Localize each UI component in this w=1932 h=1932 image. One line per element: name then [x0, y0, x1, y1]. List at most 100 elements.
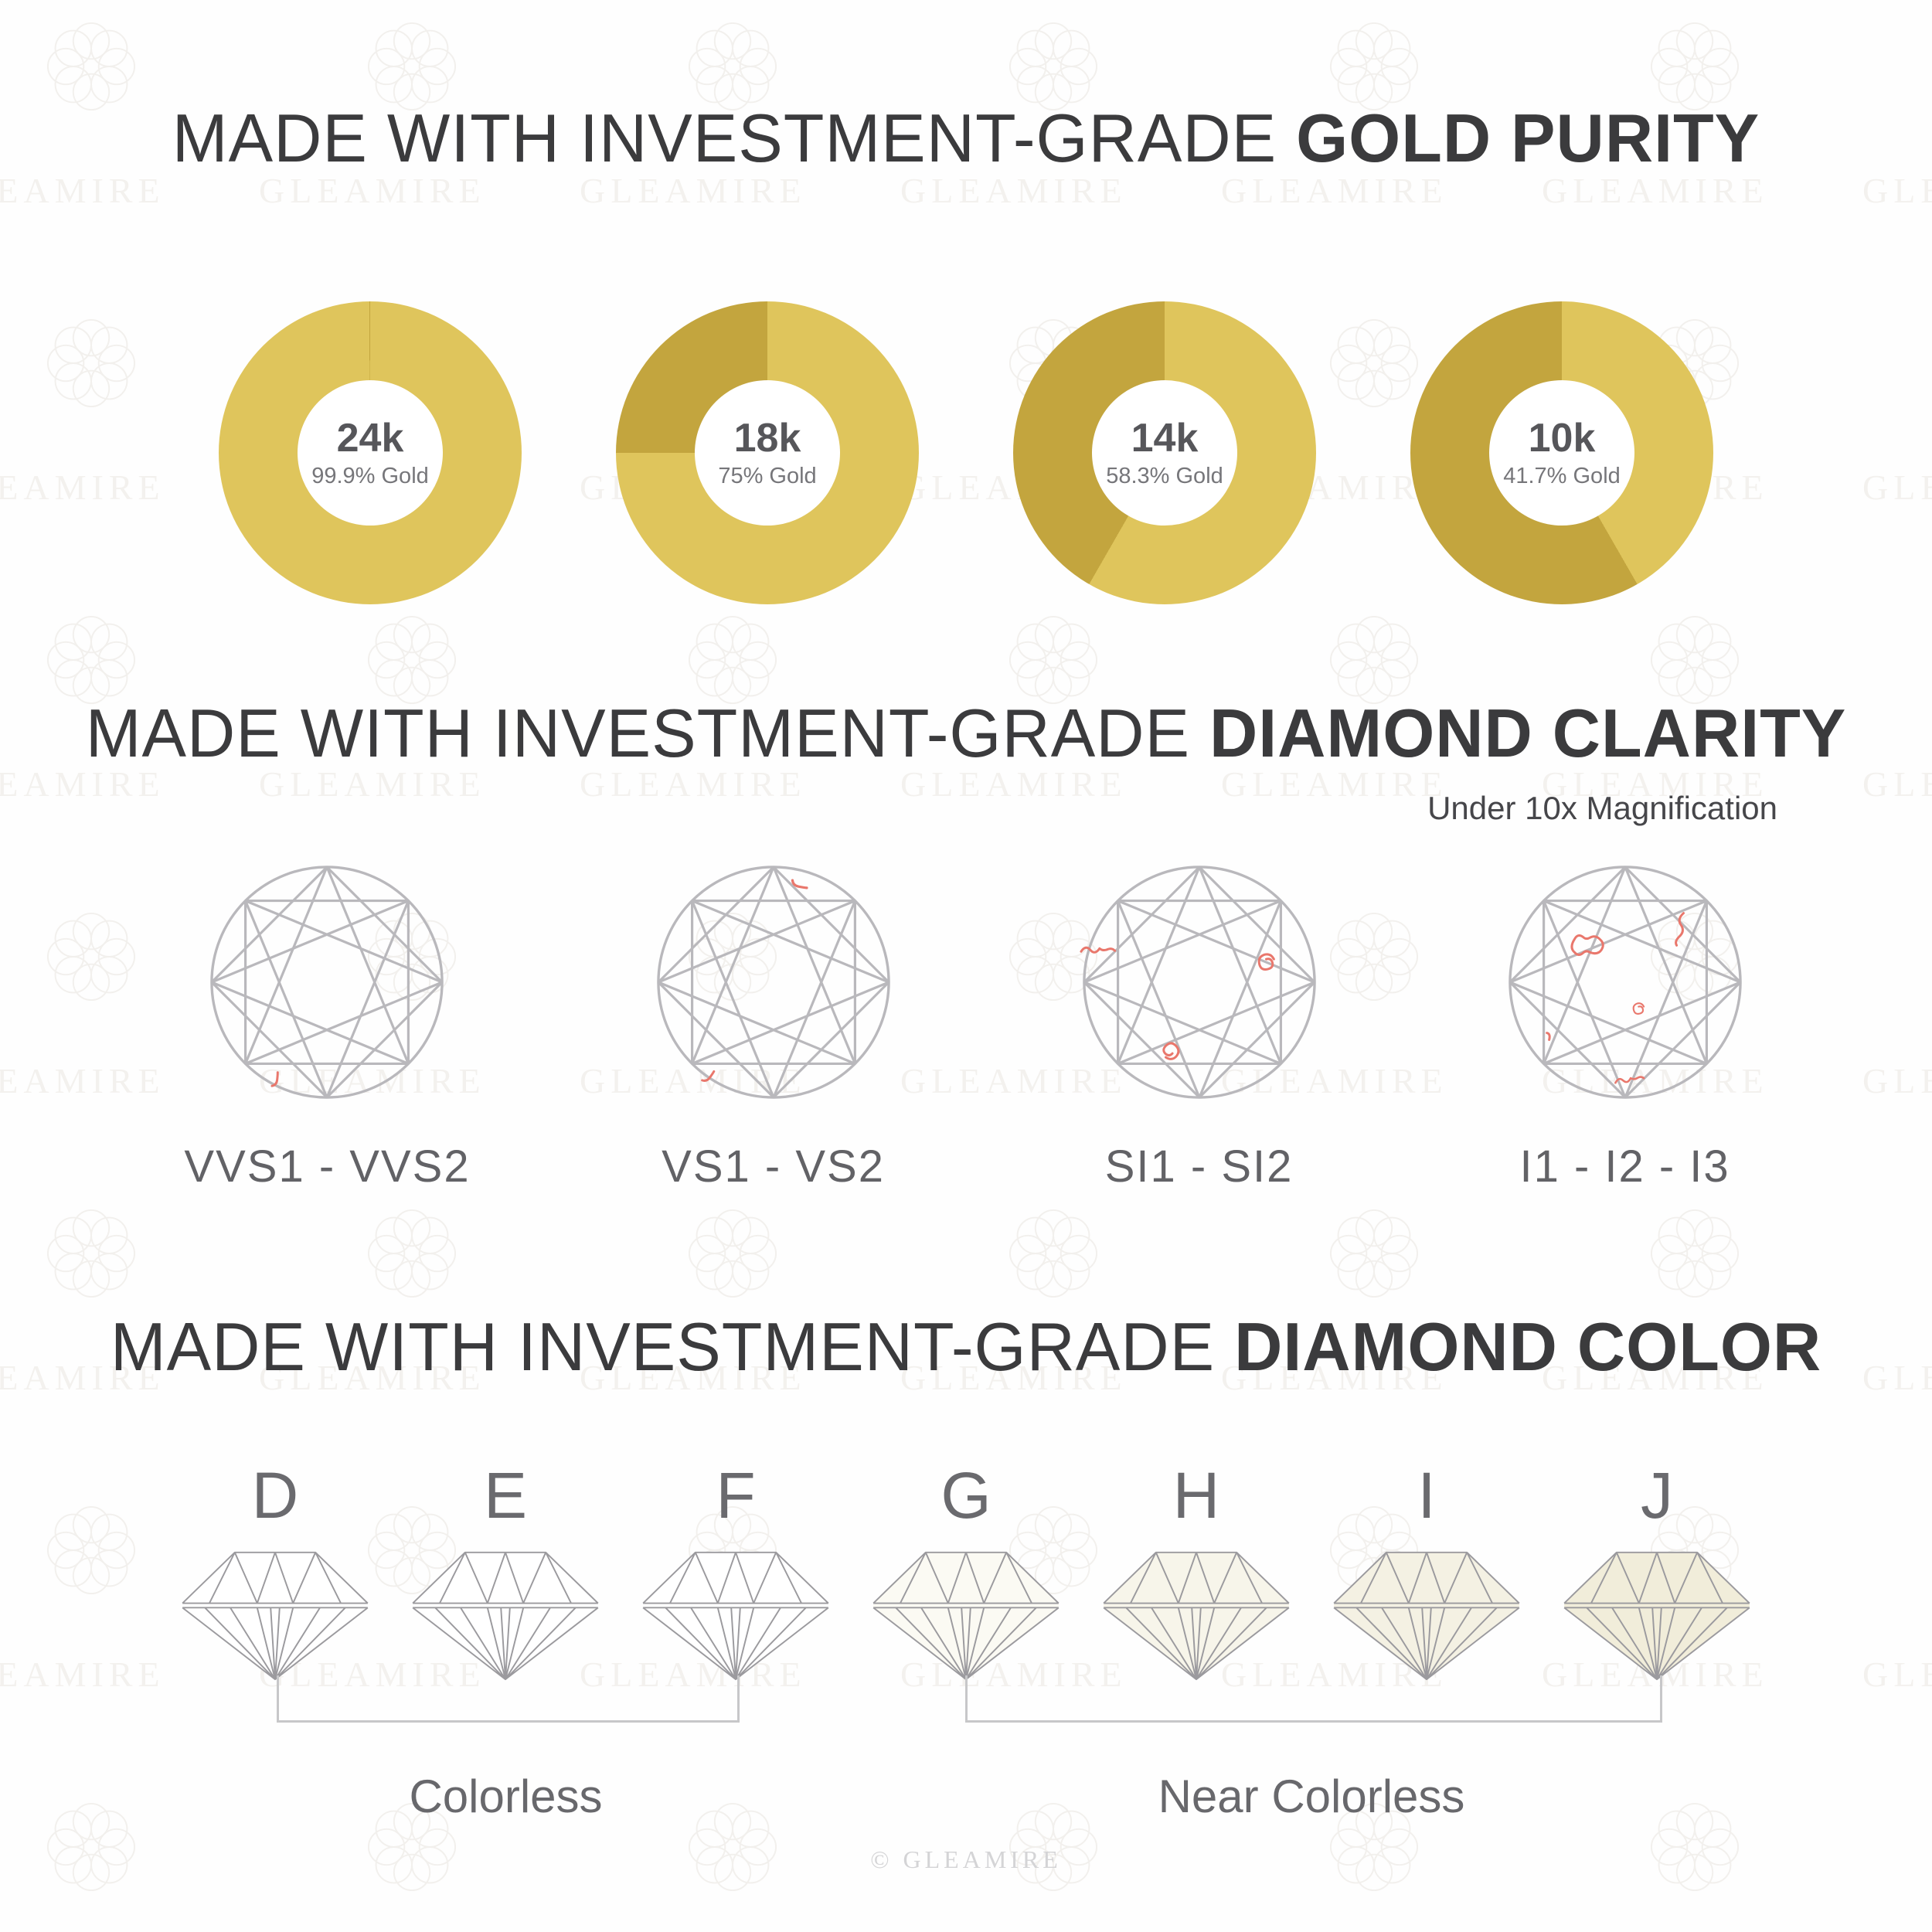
brand-logo-watermark-icon — [1329, 615, 1419, 705]
diamond-clarity-title: MADE WITH INVESTMENT-GRADE DIAMOND CLARI… — [19, 694, 1913, 773]
gold-percent-label: 41.7% Gold — [1503, 464, 1621, 489]
color-grade-letter: H — [1172, 1459, 1220, 1532]
brand-logo-watermark-icon — [46, 1209, 136, 1298]
brand-logo-watermark-icon — [46, 615, 136, 705]
diamond-clarity-title-bold: DIAMOND CLARITY — [1209, 695, 1847, 771]
color-grade-f: F — [621, 1463, 851, 1682]
color-grade-letter: G — [940, 1459, 992, 1532]
diamond-side-view-icon — [1333, 1551, 1520, 1681]
donut-hole: 10k 41.7% Gold — [1489, 380, 1634, 526]
brand-watermark-text: GLEAMIRE — [900, 1655, 1128, 1694]
karat-label: 24k — [336, 415, 404, 461]
brand-watermark-text: GLEAMIRE — [1862, 1655, 1932, 1694]
brand-watermark-text: GLEAMIRE — [1542, 171, 1769, 210]
color-grade-letter: I — [1417, 1459, 1436, 1532]
color-grade-j: J — [1542, 1463, 1772, 1682]
brand-logo-watermark-icon — [367, 1802, 457, 1892]
color-grade-letter: D — [251, 1459, 299, 1532]
colorless-label: Colorless — [409, 1770, 603, 1822]
brand-watermark-text: GLEAMIRE — [900, 171, 1128, 210]
donut-hole: 14k 58.3% Gold — [1092, 380, 1237, 526]
brand-logo-watermark-icon — [367, 1505, 457, 1595]
brand-watermark-text: GLEAMIRE — [1862, 1358, 1932, 1397]
brand-logo-watermark-icon — [46, 318, 136, 408]
brand-watermark-text: GLEAMIRE — [1862, 1061, 1932, 1100]
near-colorless-bracket — [965, 1675, 1662, 1723]
brand-watermark-text: GLEAMIRE — [1221, 1358, 1448, 1397]
brand-logo-watermark-icon — [688, 1209, 777, 1298]
diamond-side-view-icon — [1563, 1551, 1750, 1681]
color-grade-letter: E — [483, 1459, 528, 1532]
brand-watermark-text: GLEAMIRE — [259, 171, 486, 210]
karat-label: 10k — [1528, 415, 1596, 461]
brand-logo-watermark-icon — [1650, 22, 1740, 111]
brand-logo-watermark-icon — [1009, 1802, 1098, 1892]
brand-logo-watermark-icon — [46, 1802, 136, 1892]
brand-watermark-text: GLEAMIRE — [0, 171, 165, 210]
brand-logo-watermark-icon — [1329, 1209, 1419, 1298]
clarity-grade-vvs: VVS1 - VVS2 — [184, 859, 470, 1192]
brand-logo-watermark-icon — [1329, 1802, 1419, 1892]
gold-percent-label: 99.9% Gold — [311, 464, 429, 489]
copyright-label: © GLEAMIRE — [870, 1845, 1062, 1873]
color-grade-g: G — [851, 1463, 1081, 1682]
brand-watermark-text: GLEAMIRE — [1862, 764, 1932, 804]
brand-logo-watermark-icon — [1329, 912, 1419, 1002]
brand-logo-watermark-icon — [367, 912, 457, 1002]
clarity-grade-row: VVS1 - VVS2 VS1 - VS2 SI1 - SI2 I1 - I2 … — [0, 859, 1932, 1192]
brand-logo-watermark-icon — [1650, 1802, 1740, 1892]
brand-watermark-text: GLEAMIRE — [0, 468, 165, 507]
brand-watermark-text: GLEAMIRE — [1542, 764, 1769, 804]
brand-logo-watermark-icon — [1009, 1209, 1098, 1298]
brand-watermark-text: GLEAMIRE — [0, 1061, 165, 1100]
magnification-note: Under 10x Magnification — [1427, 790, 1777, 826]
diamond-top-view-icon — [656, 866, 890, 1099]
clarity-grade-si: SI1 - SI2 — [1077, 859, 1322, 1192]
donut-hole: 18k 75% Gold — [695, 380, 840, 526]
brand-watermark-text: GLEAMIRE — [580, 1358, 807, 1397]
brand-logo-watermark-icon — [367, 1209, 457, 1298]
brand-watermark-text: GLEAMIRE — [580, 171, 807, 210]
diamond-color-title-bold: DIAMOND COLOR — [1234, 1308, 1822, 1385]
brand-watermark-text: GLEAMIRE — [900, 1358, 1128, 1397]
karat-label: 14k — [1131, 415, 1199, 461]
clarity-grade-label: I1 - I2 - I3 — [1519, 1141, 1730, 1192]
brand-watermark-text: GLEAMIRE — [259, 1358, 486, 1397]
diamond-top-view-icon — [1080, 866, 1316, 1099]
donut-hole: 24k 99.9% Gold — [298, 380, 443, 526]
brand-logo-watermark-icon — [1009, 912, 1098, 1002]
brand-logo-watermark-icon — [1329, 318, 1419, 408]
brand-logo-watermark-icon — [1009, 615, 1098, 705]
brand-logo-watermark-icon — [688, 615, 777, 705]
brand-logo-watermark-icon — [688, 1802, 777, 1892]
donut-chart-14k: 14k 58.3% Gold — [1013, 301, 1316, 604]
brand-logo-watermark-icon — [367, 22, 457, 111]
clarity-grade-label: SI1 - SI2 — [1104, 1141, 1294, 1192]
clarity-grade-vs: VS1 - VS2 — [651, 859, 896, 1192]
color-grade-letter: J — [1641, 1459, 1673, 1532]
diamond-color-title-regular: MADE WITH INVESTMENT-GRADE — [110, 1308, 1235, 1385]
colorless-bracket — [277, 1675, 740, 1723]
brand-watermark-text: GLEAMIRE — [1862, 468, 1932, 507]
diamond-side-view-icon — [182, 1551, 369, 1681]
brand-logo-watermark-icon — [46, 912, 136, 1002]
brand-watermark-text: GLEAMIRE — [1862, 171, 1932, 210]
brand-watermark-text: GLEAMIRE — [580, 1655, 807, 1694]
brand-logo-watermark-icon — [1650, 615, 1740, 705]
diamond-color-title: MADE WITH INVESTMENT-GRADE DIAMOND COLOR — [19, 1308, 1913, 1386]
donut-chart-10k: 10k 41.7% Gold — [1410, 301, 1713, 604]
gold-purity-title-bold: GOLD PURITY — [1296, 100, 1760, 176]
brand-watermark-text: GLEAMIRE — [0, 764, 165, 804]
brand-logo-watermark-icon — [1009, 1505, 1098, 1595]
diamond-clarity-title-regular: MADE WITH INVESTMENT-GRADE — [85, 695, 1209, 771]
near-colorless-label: Near Colorless — [1158, 1770, 1465, 1822]
brand-watermark-text: GLEAMIRE — [1542, 1358, 1769, 1397]
diamond-top-view-icon — [1508, 866, 1742, 1099]
gold-purity-title-regular: MADE WITH INVESTMENT-GRADE — [172, 100, 1297, 176]
brand-logo-watermark-icon — [46, 22, 136, 111]
clarity-grade-label: VS1 - VS2 — [662, 1141, 885, 1192]
karat-label: 18k — [733, 415, 801, 461]
